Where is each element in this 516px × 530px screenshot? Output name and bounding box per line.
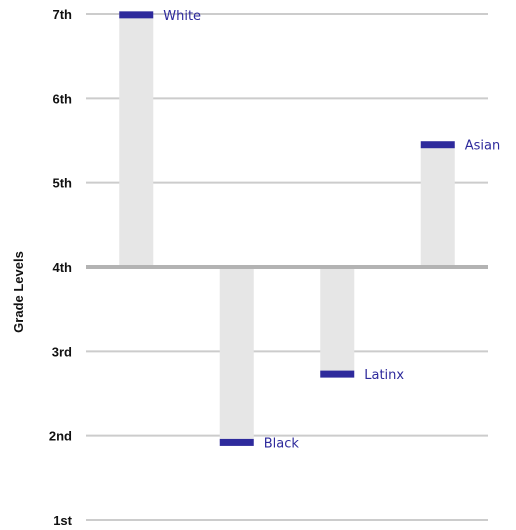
y-tick-label-5th: 5th — [53, 176, 73, 191]
marker-black — [219, 438, 254, 446]
bar-white — [119, 14, 154, 267]
y-tick-label-3rd: 3rd — [52, 344, 72, 359]
bars — [119, 14, 455, 443]
y-tick-label-4th: 4th — [53, 260, 73, 275]
y-tick-labels: 1st 2nd 3rd 4th 5th 6th 7th — [49, 7, 73, 528]
label-latinx: Latinx — [364, 368, 404, 383]
bar-asian — [420, 144, 455, 267]
label-black: Black — [264, 436, 300, 451]
markers — [119, 11, 455, 446]
label-asian: Asian — [465, 139, 500, 154]
label-white: White — [163, 9, 201, 24]
y-tick-label-1st: 1st — [53, 513, 72, 528]
marker-asian — [420, 141, 455, 149]
y-axis-title: Grade Levels — [11, 251, 26, 333]
bar-latinx — [320, 267, 355, 375]
group-labels: White Black Latinx Asian — [163, 9, 500, 452]
y-tick-label-7th: 7th — [53, 7, 73, 22]
bar-black — [219, 267, 254, 443]
marker-latinx — [320, 370, 355, 378]
y-tick-label-2nd: 2nd — [49, 429, 72, 444]
marker-white — [119, 11, 154, 19]
y-tick-label-6th: 6th — [53, 91, 73, 106]
